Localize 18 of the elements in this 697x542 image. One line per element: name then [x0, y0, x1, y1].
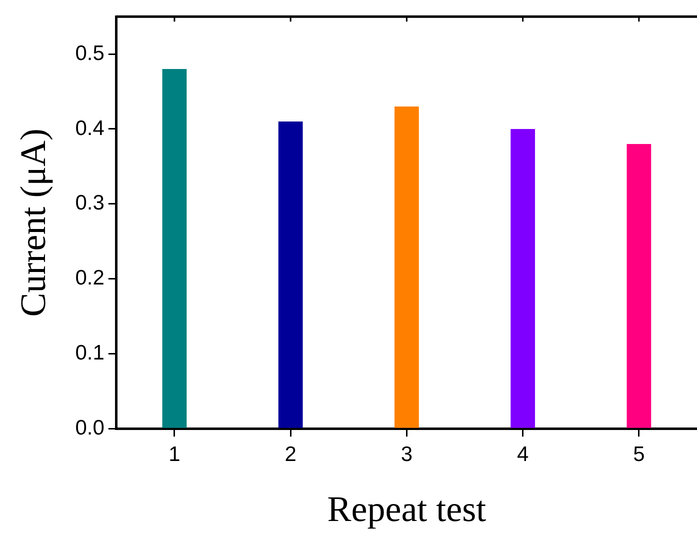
x-tick-label: 2 [284, 442, 296, 466]
y-tick-label: 0.5 [75, 42, 104, 65]
y-tick-label: 0.2 [75, 266, 104, 290]
x-tick-label: 4 [516, 442, 529, 466]
x-tick-label: 3 [400, 442, 413, 466]
bar [394, 106, 419, 428]
x-tick-label: 1 [168, 442, 180, 466]
bar [626, 144, 652, 428]
y-tick-label: 0.1 [75, 341, 104, 364]
x-tick-label: 5 [633, 442, 645, 466]
y-axis-title: Current (μA) [13, 128, 54, 317]
y-tick-label: 0.0 [75, 416, 104, 440]
bar [278, 121, 303, 428]
y-tick-label: 0.3 [75, 192, 104, 215]
bar [510, 128, 536, 428]
x-axis-title: Repeat test [327, 488, 486, 529]
bar [162, 69, 187, 428]
y-tick-label: 0.4 [75, 116, 105, 140]
